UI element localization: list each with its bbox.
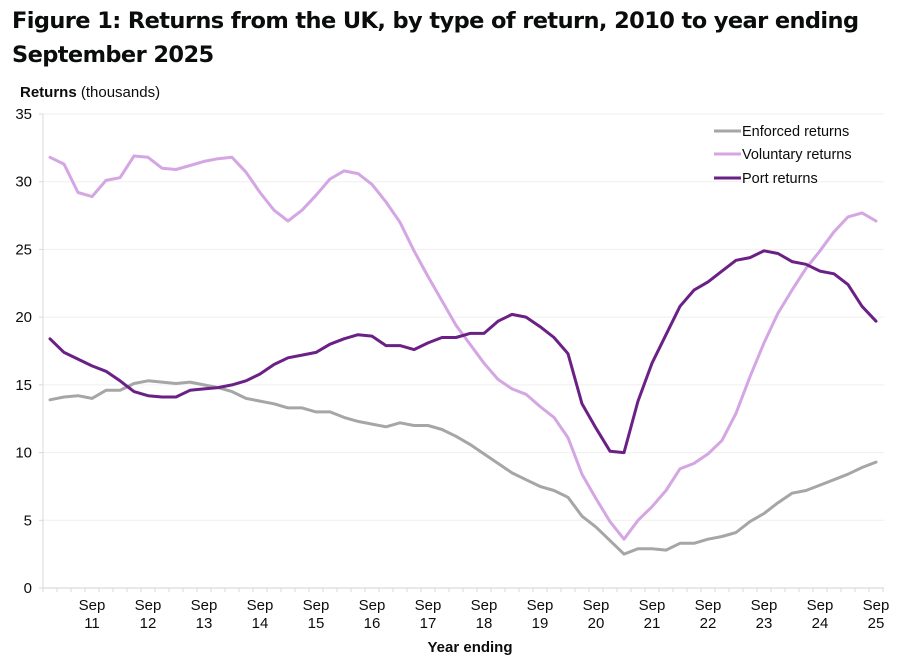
x-tick-label-month: Sep bbox=[527, 597, 554, 614]
x-tick-label-month: Sep bbox=[359, 597, 386, 614]
y-tick-label: 15 bbox=[15, 377, 32, 394]
x-tick-label-year: 12 bbox=[140, 615, 157, 632]
x-tick-label-month: Sep bbox=[695, 597, 722, 614]
y-tick-label: 0 bbox=[24, 580, 32, 597]
legend: Enforced returns Voluntary returns Port re… bbox=[714, 124, 852, 187]
x-tick-label-month: Sep bbox=[191, 597, 218, 614]
x-tick-label-month: Sep bbox=[807, 597, 834, 614]
x-axis-title: Year ending bbox=[427, 639, 512, 656]
x-tick-label-year: 20 bbox=[588, 615, 605, 632]
x-tick-label-year: 19 bbox=[532, 615, 549, 632]
x-tick-label-year: 21 bbox=[644, 615, 661, 632]
y-axis: 0 5 10 15 20 25 30 35 bbox=[15, 106, 44, 597]
x-tick-label-month: Sep bbox=[751, 597, 778, 614]
gridlines bbox=[43, 113, 884, 521]
series-line-voluntary-returns bbox=[48, 154, 878, 541]
x-tick-label-month: Sep bbox=[135, 597, 162, 614]
y-tick-label: 30 bbox=[15, 174, 32, 191]
figure-title: Figure 1: Returns from the UK, by type o… bbox=[12, 8, 859, 68]
x-tick-label-year: 15 bbox=[308, 615, 325, 632]
x-tick-label-year: 17 bbox=[420, 615, 437, 632]
x-tick-label-year: 18 bbox=[476, 615, 493, 632]
x-tick-label-month: Sep bbox=[639, 597, 666, 614]
x-tick-label-year: 13 bbox=[196, 615, 213, 632]
x-tick-label-month: Sep bbox=[303, 597, 330, 614]
x-tick-label-year: 16 bbox=[364, 615, 381, 632]
x-tick-label-year: 23 bbox=[756, 615, 773, 632]
y-axis-title-units: (thousands) bbox=[81, 84, 160, 101]
series-lines bbox=[48, 154, 878, 556]
legend-label-enforced-returns: Enforced returns bbox=[742, 124, 849, 140]
series-line-enforced-returns bbox=[48, 379, 878, 556]
y-tick-label: 10 bbox=[15, 445, 32, 462]
x-tick-label-month: Sep bbox=[471, 597, 498, 614]
y-axis-title: Returns (thousands) bbox=[20, 84, 160, 101]
y-tick-label: 25 bbox=[15, 241, 32, 258]
x-tick-label-month: Sep bbox=[79, 597, 106, 614]
legend-label-port-returns: Port returns bbox=[742, 171, 818, 187]
x-axis: Sep11Sep12Sep13Sep14Sep15Sep16Sep17Sep18… bbox=[42, 587, 890, 632]
x-tick-label-year: 24 bbox=[812, 615, 829, 632]
x-tick-label-month: Sep bbox=[415, 597, 442, 614]
x-tick-label-year: 11 bbox=[84, 615, 100, 632]
x-tick-label-month: Sep bbox=[863, 597, 890, 614]
x-tick-label-year: 25 bbox=[868, 615, 885, 632]
x-tick-label-month: Sep bbox=[583, 597, 610, 614]
y-tick-label: 35 bbox=[15, 106, 32, 123]
y-axis-title-bold: Returns bbox=[20, 84, 77, 101]
series-line-port-returns bbox=[48, 249, 878, 455]
x-tick-label-year: 14 bbox=[252, 615, 269, 632]
legend-label-voluntary-returns: Voluntary returns bbox=[742, 147, 852, 163]
x-tick-label-month: Sep bbox=[247, 597, 274, 614]
y-tick-label: 20 bbox=[15, 309, 32, 326]
y-tick-label: 5 bbox=[24, 512, 32, 529]
x-tick-label-year: 22 bbox=[700, 615, 717, 632]
